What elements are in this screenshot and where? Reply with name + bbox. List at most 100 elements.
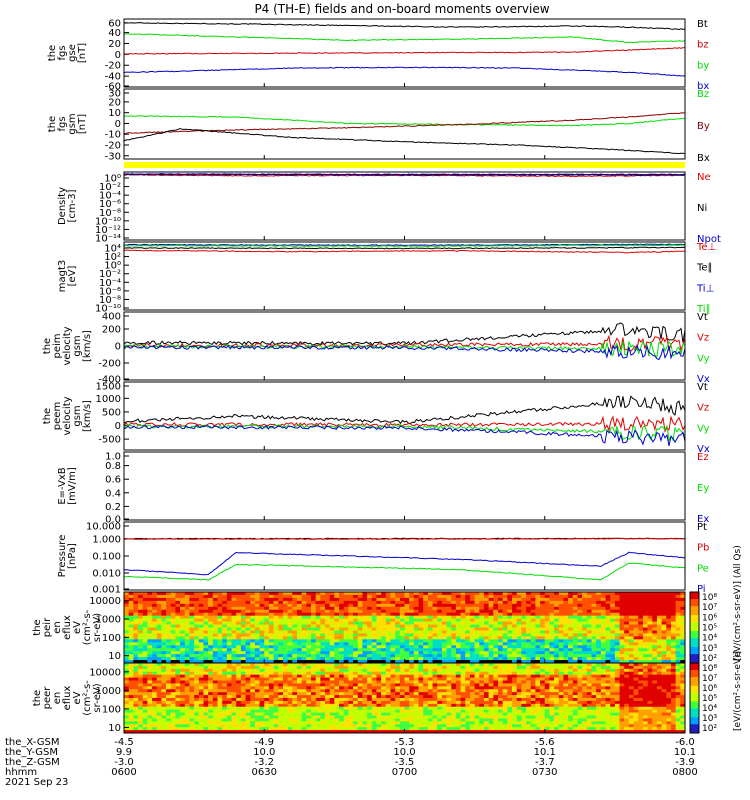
heatmap-cell xyxy=(423,712,429,716)
heatmap-cell xyxy=(451,645,457,649)
heatmap-cell xyxy=(325,639,330,643)
heatmap-cell xyxy=(264,609,270,614)
heatmap-cell xyxy=(124,603,129,608)
heatmap-cell xyxy=(568,639,574,643)
heatmap-cell xyxy=(194,609,200,614)
heatmap-cell xyxy=(189,703,195,708)
heatmap-cell xyxy=(596,612,602,616)
y-tick-label: 10⁴ xyxy=(104,244,121,255)
heatmap-cell xyxy=(656,612,662,616)
heatmap-cell xyxy=(236,592,242,596)
heatmap-cell xyxy=(591,657,597,661)
heatmap-cell xyxy=(460,683,466,687)
heatmap-cell xyxy=(254,665,260,670)
heatmap-cell xyxy=(554,624,560,628)
heatmap-cell xyxy=(254,692,260,696)
heatmap-cell xyxy=(488,627,494,631)
heatmap-cell xyxy=(455,665,461,670)
heatmap-cell xyxy=(367,706,373,710)
heatmap-cell xyxy=(268,686,274,690)
heatmap-cell xyxy=(208,636,214,640)
heatmap-cell xyxy=(549,639,555,643)
heatmap-cell xyxy=(180,651,186,655)
heatmap-cell xyxy=(427,663,433,667)
heatmap-cell xyxy=(483,603,489,608)
heatmap-cell xyxy=(404,663,410,667)
heatmap-cell xyxy=(268,627,274,631)
heatmap-cell xyxy=(348,597,354,602)
heatmap-cell xyxy=(194,683,200,687)
legend-label: Ey xyxy=(697,483,709,494)
heatmap-cell xyxy=(198,671,204,675)
heatmap-cell xyxy=(156,671,162,675)
heatmap-cell xyxy=(170,680,176,684)
heatmap-cell xyxy=(198,718,204,722)
heatmap-cell xyxy=(376,689,382,693)
heatmap-cell xyxy=(353,683,359,687)
heatmap-cell xyxy=(282,671,288,675)
heatmap-cell xyxy=(647,603,653,608)
heatmap-cell xyxy=(381,721,387,725)
heatmap-cell xyxy=(124,594,129,599)
heatmap-cell xyxy=(268,671,274,675)
colorbar-swatch xyxy=(690,659,699,662)
heatmap-cell xyxy=(212,603,218,608)
heatmap-cell xyxy=(409,665,415,670)
heatmap-cell xyxy=(208,597,214,602)
heatmap-cell xyxy=(166,645,172,649)
heatmap-cell xyxy=(577,603,583,608)
heatmap-cell xyxy=(446,654,452,658)
heatmap-cell xyxy=(619,609,625,614)
heatmap-cell xyxy=(222,727,228,731)
heatmap-cell xyxy=(184,597,190,602)
heatmap-cell xyxy=(180,612,186,616)
heatmap-cell xyxy=(133,618,139,622)
heatmap-cell xyxy=(628,642,634,646)
heatmap-cell xyxy=(189,603,195,608)
heatmap-cell xyxy=(320,654,326,658)
heatmap-cell xyxy=(240,665,246,670)
heatmap-cell xyxy=(577,639,583,643)
heatmap-cell xyxy=(152,721,158,725)
heatmap-cell xyxy=(226,677,232,681)
heatmap-cell xyxy=(161,621,167,625)
heatmap-cell xyxy=(282,654,288,658)
heatmap-cell xyxy=(222,657,228,661)
heatmap-cell xyxy=(427,709,433,713)
heatmap-cell xyxy=(311,594,316,599)
heatmap-cell xyxy=(156,712,162,716)
heatmap-cell xyxy=(670,648,676,652)
heatmap-cell xyxy=(568,592,574,596)
heatmap-cell xyxy=(614,606,620,611)
heatmap-cell xyxy=(381,663,387,667)
heatmap-cell xyxy=(329,665,335,670)
heatmap-cell xyxy=(395,721,401,725)
heatmap-cell xyxy=(381,698,387,702)
heatmap-cell xyxy=(638,636,644,640)
heatmap-cell xyxy=(194,606,200,611)
heatmap-cell xyxy=(479,606,485,611)
heatmap-cell xyxy=(460,603,466,608)
y-tick-label: 1000 xyxy=(96,394,121,405)
heatmap-cell xyxy=(418,636,424,640)
heatmap-cell xyxy=(194,615,200,619)
heatmap-cell xyxy=(465,645,471,649)
heatmap-cell xyxy=(418,683,424,687)
heatmap-cell xyxy=(287,618,293,622)
heatmap-cell xyxy=(180,671,186,675)
heatmap-cell xyxy=(343,648,349,652)
heatmap-cell xyxy=(437,624,443,628)
heatmap-cell xyxy=(680,621,686,625)
heatmap-cell xyxy=(586,636,592,640)
heatmap-cell xyxy=(367,671,373,675)
heatmap-cell xyxy=(133,594,139,599)
heatmap-cell xyxy=(156,639,162,643)
heatmap-cell xyxy=(399,654,405,658)
legend-label: Vy xyxy=(697,353,710,364)
heatmap-cell xyxy=(124,597,129,602)
heatmap-cell xyxy=(427,692,433,696)
heatmap-cell xyxy=(395,674,401,678)
heatmap-cell xyxy=(325,648,330,652)
heatmap-cell xyxy=(287,606,293,611)
heatmap-cell xyxy=(231,624,237,628)
